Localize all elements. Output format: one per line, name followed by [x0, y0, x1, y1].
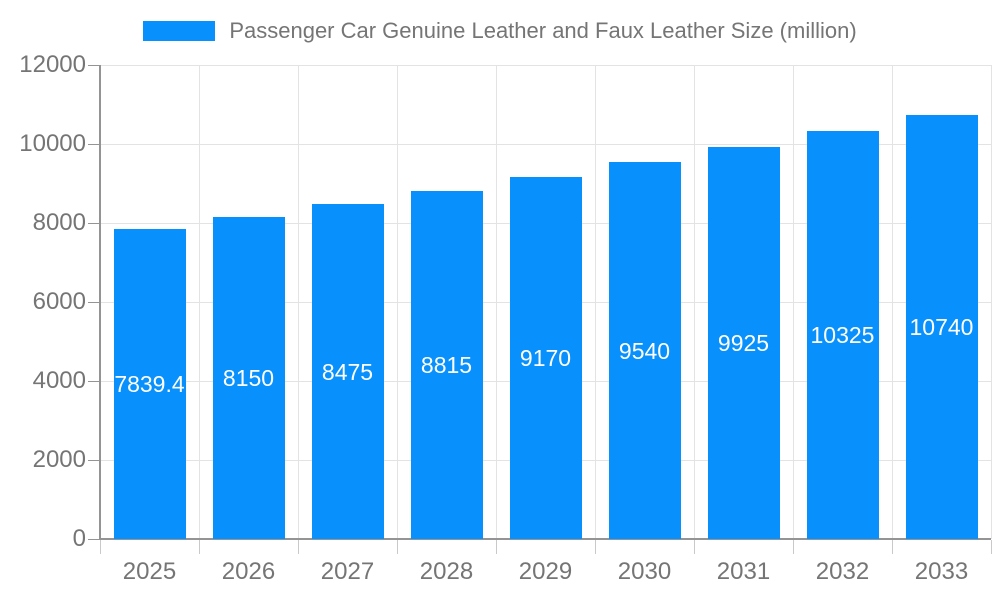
y-axis-tick — [88, 222, 100, 224]
x-axis-tick-label: 2031 — [716, 558, 771, 585]
x-axis-tick — [693, 540, 695, 554]
legend-swatch — [143, 21, 216, 41]
bar-2026[interactable] — [212, 217, 285, 539]
gridline-vertical — [297, 65, 299, 539]
gridline-vertical — [990, 65, 992, 539]
y-axis-tick-label: 8000 — [32, 209, 86, 236]
y-axis-tick-label: 12000 — [19, 51, 86, 78]
y-axis-tick-label: 4000 — [32, 367, 86, 394]
gridline-vertical — [891, 65, 893, 539]
x-axis-tick-label: 2030 — [617, 558, 672, 585]
gridline-vertical — [495, 65, 497, 539]
bar-value-label: 9925 — [717, 329, 770, 356]
gridline-vertical — [693, 65, 695, 539]
x-axis-tick — [297, 540, 299, 554]
x-axis-line — [99, 538, 991, 540]
gridline-vertical — [198, 65, 200, 539]
x-axis-tick-label: 2026 — [221, 558, 276, 585]
x-axis-tick-label: 2027 — [320, 558, 375, 585]
chart-legend[interactable]: Passenger Car Genuine Leather and Faux L… — [0, 18, 1000, 44]
x-axis-tick-label: 2029 — [518, 558, 573, 585]
x-axis-tick — [594, 540, 596, 554]
bar-value-label: 7839.4 — [114, 371, 185, 398]
bar-value-label: 10740 — [909, 313, 974, 340]
x-axis-tick — [396, 540, 398, 554]
y-axis-tick — [88, 380, 100, 382]
gridline-horizontal — [100, 64, 991, 66]
gridline-vertical — [396, 65, 398, 539]
x-axis-tick — [495, 540, 497, 554]
x-axis-tick-label: 2032 — [815, 558, 870, 585]
y-axis-tick — [88, 459, 100, 461]
bar-2029[interactable] — [509, 176, 582, 539]
x-axis-tick — [198, 540, 200, 554]
x-axis-tick — [891, 540, 893, 554]
bar-2031[interactable] — [707, 146, 780, 539]
bar-2033[interactable] — [905, 114, 978, 539]
x-axis-tick — [990, 540, 992, 554]
x-axis-tick — [99, 540, 101, 554]
bar-value-label: 10325 — [810, 322, 875, 349]
bar-2030[interactable] — [608, 162, 681, 539]
gridline-horizontal — [100, 143, 991, 145]
gridline-vertical — [594, 65, 596, 539]
x-axis-tick-label: 2025 — [122, 558, 177, 585]
bar-value-label: 8475 — [321, 358, 374, 385]
legend-label: Passenger Car Genuine Leather and Faux L… — [229, 18, 857, 43]
y-axis-tick-label: 2000 — [32, 446, 86, 473]
bar-value-label: 9170 — [519, 344, 572, 371]
bar-value-label: 8815 — [420, 351, 473, 378]
bar-2032[interactable] — [806, 131, 879, 539]
y-axis-tick-label: 10000 — [19, 130, 86, 157]
y-axis-tick-label: 6000 — [32, 288, 86, 315]
bar-2028[interactable] — [410, 190, 483, 539]
gridline-vertical — [792, 65, 794, 539]
y-axis-tick — [88, 143, 100, 145]
y-axis-line — [99, 65, 101, 540]
y-axis-tick-label: 0 — [72, 525, 86, 552]
bar-2025[interactable] — [113, 229, 186, 539]
bar-value-label: 9540 — [618, 337, 671, 364]
x-axis-tick-label: 2033 — [914, 558, 969, 585]
x-axis-tick-label: 2028 — [419, 558, 474, 585]
y-axis-tick — [88, 64, 100, 66]
y-axis-tick — [88, 301, 100, 303]
x-axis-tick — [792, 540, 794, 554]
bar-value-label: 8150 — [222, 365, 275, 392]
bar-2027[interactable] — [311, 204, 384, 539]
y-axis-tick — [88, 538, 100, 540]
